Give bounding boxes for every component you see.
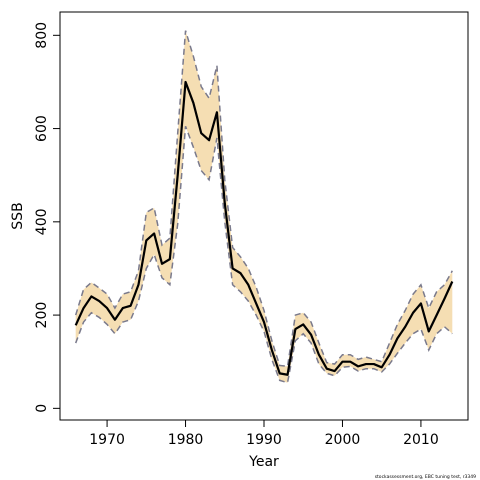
plot-frame <box>59 11 469 421</box>
series-line-layer <box>74 30 454 384</box>
y-tick-label: 600 <box>34 115 50 142</box>
footnote: stockassessment.org, EBC tuning test, r3… <box>375 474 476 480</box>
upper-bound-line <box>74 30 453 368</box>
y-tick-label: 800 <box>34 22 50 49</box>
x-tick-label: 2000 <box>325 432 361 448</box>
y-axis-label: SSB <box>10 202 26 229</box>
y-tick-label: 400 <box>34 208 50 235</box>
x-tick-label: 1980 <box>168 432 204 448</box>
ssb-estimate-line <box>74 80 454 376</box>
x-tick-label: 1990 <box>246 432 282 448</box>
y-tick-label: 0 <box>34 404 50 413</box>
y-tick-label: 200 <box>34 302 50 329</box>
x-tick-label: 2010 <box>403 432 439 448</box>
lower-bound-line <box>74 125 453 384</box>
x-axis-label: Year <box>248 454 279 470</box>
axes-layer: 1970 1980 1990 2000 2010 0 200 400 600 800 <box>34 22 439 448</box>
x-tick-label: 1970 <box>89 432 125 448</box>
